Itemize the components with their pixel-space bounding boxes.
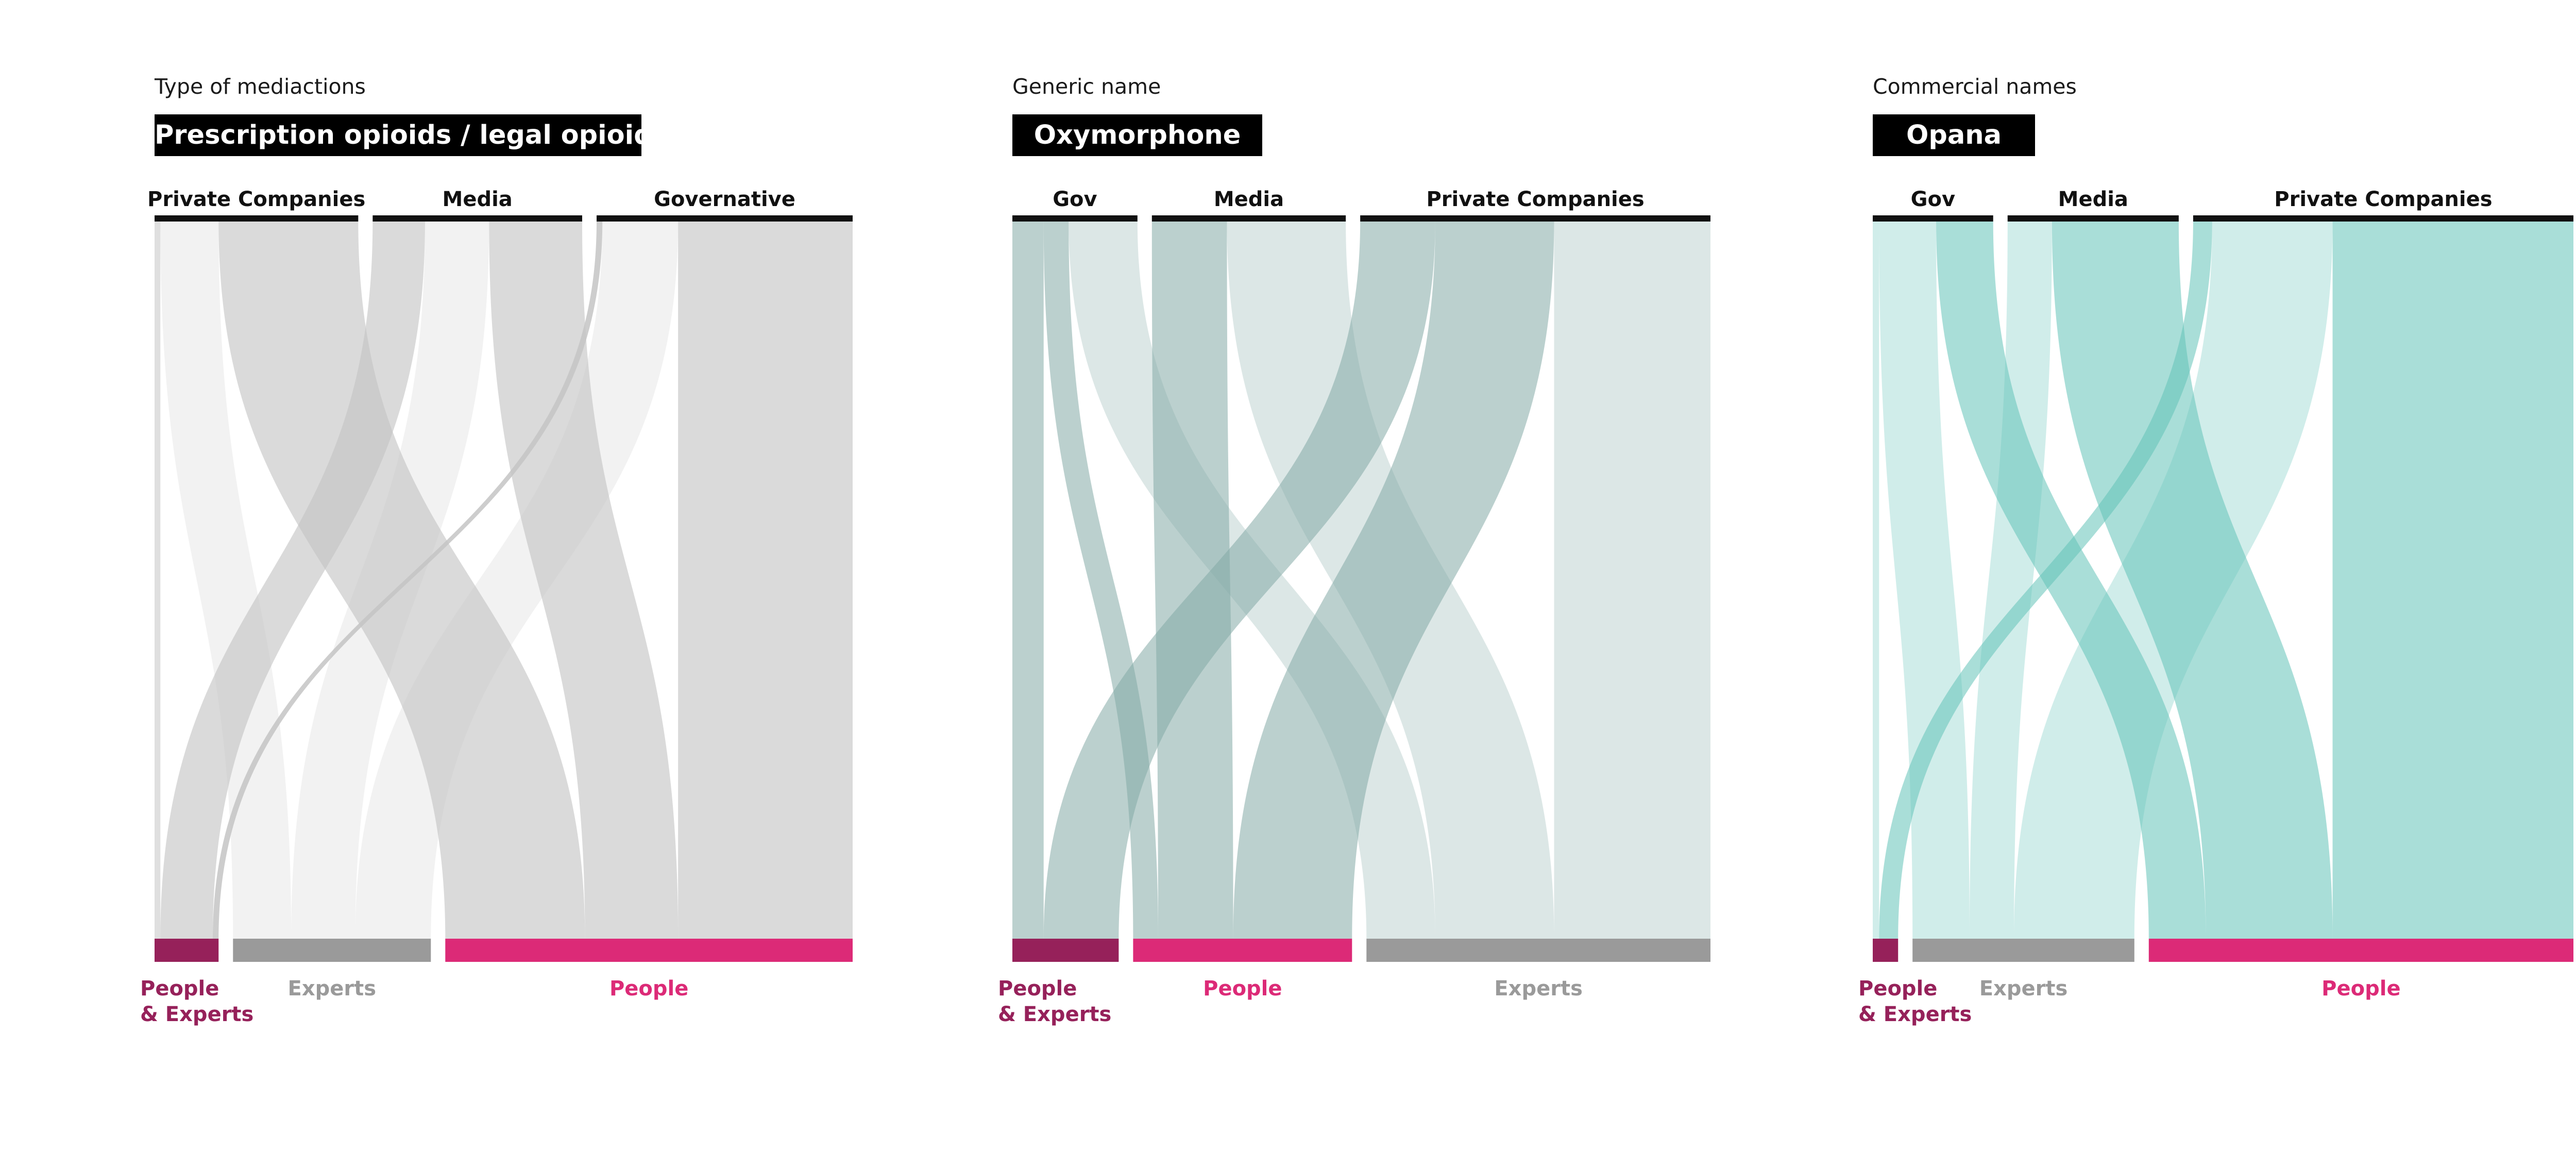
target-bar-experts (233, 939, 431, 962)
flow-governative-to-people (678, 222, 853, 939)
panel-2-sankey: Gov Media Private Companies People & Experts… (998, 188, 1710, 1026)
target-label-people: People (609, 977, 688, 1001)
target-bar-people (1133, 939, 1352, 962)
flow-governative-to-experts (355, 222, 679, 939)
flow-gov-to-experts (1879, 222, 1970, 939)
flow-private-companies-to-people-experts (155, 222, 161, 939)
source-bar-private-companies (155, 215, 359, 222)
flow-media-to-people (489, 222, 679, 939)
source-label-media: Media (2058, 188, 2128, 211)
target-label-people-experts: People & Experts (1858, 977, 1972, 1026)
source-label-gov: Gov (1053, 188, 1097, 211)
source-label-media: Media (1214, 188, 1284, 211)
panel-3-title: Opana (1873, 114, 2035, 156)
source-label-gov: Gov (1911, 188, 1955, 211)
target-label-people-experts: People & Experts (998, 977, 1111, 1026)
flow-private-companies-to-people (218, 222, 585, 939)
target-label-experts: Experts (1494, 977, 1583, 1001)
target-bar-people (2148, 939, 2573, 962)
flow-media-to-people (2052, 222, 2333, 939)
source-bar-media (2007, 215, 2179, 222)
panel-1-sankey: Private Companies Media Governative People &… (140, 188, 853, 1026)
target-label-people: People (1203, 977, 1282, 1001)
source-label-private-companies: Private Companies (1426, 188, 1644, 211)
flows (155, 222, 853, 939)
target-bar-people (445, 939, 853, 962)
panel-1-caption: Type of mediactions (155, 74, 366, 99)
panel-3-sankey: Gov Media Private Companies People & Experts… (1858, 188, 2573, 1026)
flow-media-to-experts (1969, 222, 2052, 939)
panel-3-caption: Commercial names (1873, 74, 2077, 99)
target-bar-people-experts (1012, 939, 1119, 962)
source-label-governative: Governative (654, 188, 795, 211)
panel-1-title: Prescription opioids / legal opioids (155, 114, 668, 156)
source-bar-media (1151, 215, 1346, 222)
target-label-people-experts: People & Experts (140, 977, 253, 1026)
source-label-media: Media (443, 188, 513, 211)
target-label-experts: Experts (288, 977, 377, 1001)
target-bar-experts (1912, 939, 2134, 962)
flow-private-companies-to-experts (1554, 222, 1710, 939)
flow-private-companies-to-people-experts (1879, 222, 2212, 939)
flow-private-companies-to-people (1233, 222, 1554, 939)
source-bar-private-companies (2193, 215, 2573, 222)
flow-private-companies-to-experts (2014, 222, 2333, 939)
target-bar-people-experts (1873, 939, 1899, 962)
target-label-experts: Experts (1979, 977, 2068, 1001)
source-bar-gov (1873, 215, 1993, 222)
flow-gov-to-people-experts (1873, 222, 1879, 939)
flow-gov-to-people (1936, 222, 2206, 939)
flows (1012, 222, 1710, 939)
target-bar-experts (1366, 939, 1710, 962)
panel-2-caption: Generic name (1012, 74, 1161, 99)
source-bar-governative (596, 215, 853, 222)
flow-governative-to-people-experts (212, 222, 603, 939)
source-bar-media (372, 215, 582, 222)
source-bar-gov (1012, 215, 1138, 222)
flow-gov-to-people-experts (1012, 222, 1044, 939)
flow-media-to-experts (291, 222, 489, 939)
source-label-private-companies: Private Companies (2274, 188, 2492, 211)
flow-private-companies-to-people (2332, 222, 2573, 939)
flow-media-to-people-experts (160, 222, 426, 939)
flow-media-to-people (1151, 222, 1233, 939)
source-bar-private-companies (1360, 215, 1710, 222)
source-label-private-companies: Private Companies (147, 188, 365, 211)
panel-2-title: Oxymorphone (1012, 114, 1262, 156)
flow-private-companies-to-people-experts (1043, 222, 1435, 939)
flows (1873, 222, 2573, 939)
target-bar-people-experts (155, 939, 219, 962)
target-label-people: People (2321, 977, 2400, 1001)
